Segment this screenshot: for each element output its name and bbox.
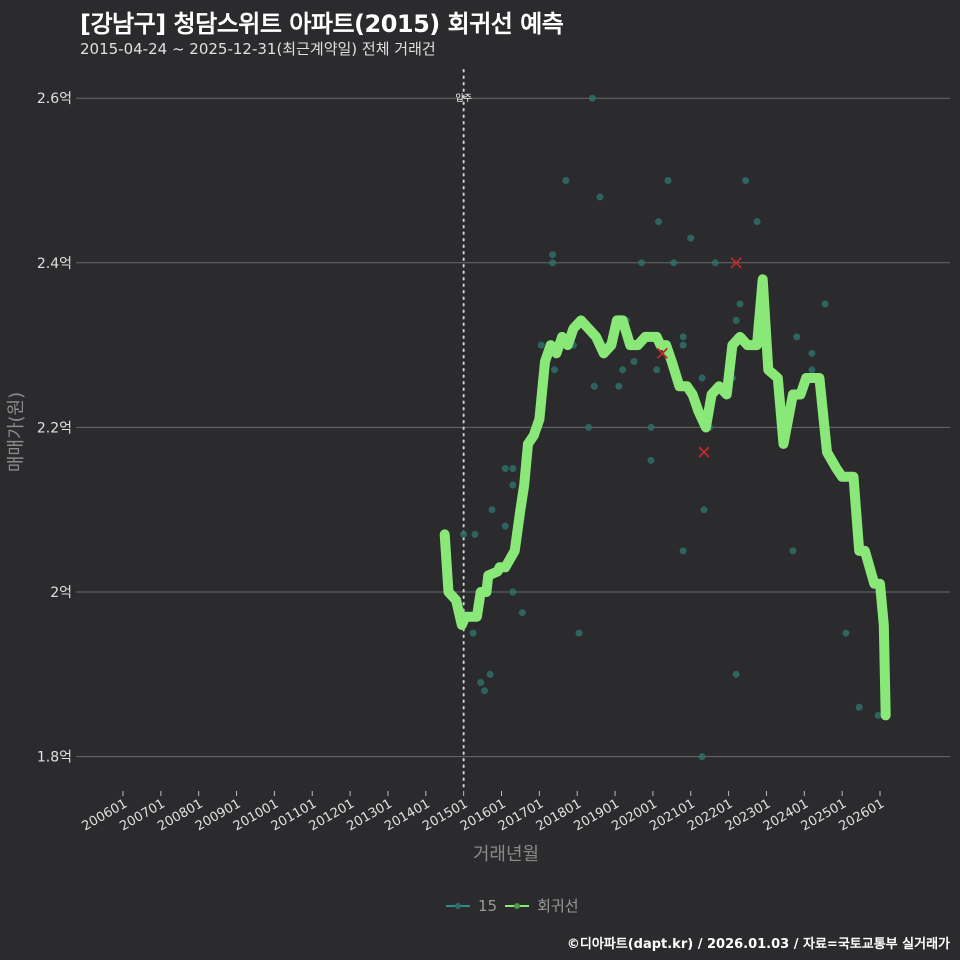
scatter-point xyxy=(736,300,744,308)
scatter-point xyxy=(596,193,604,201)
scatter-point xyxy=(793,333,801,341)
chart-title: [강남구] 청담스위트 아파트(2015) 회귀선 예측 xyxy=(80,10,564,38)
y-axis-title: 매매가(원) xyxy=(6,392,27,472)
scatter-point xyxy=(789,547,797,555)
scatter-point xyxy=(477,679,485,687)
y-tick-label: 2억 xyxy=(50,585,72,601)
scatter-point xyxy=(585,423,593,431)
scatter-point xyxy=(537,341,545,349)
scatter-point xyxy=(711,259,719,267)
highlight-cross-icon xyxy=(656,347,668,359)
source-caption: ©디아파트(dapt.kr) / 2026.01.03 / 자료=국토교통부 실… xyxy=(566,937,950,952)
legend-item-15[interactable]: 15 xyxy=(446,897,497,915)
scatter-point xyxy=(575,629,583,637)
scatter-point xyxy=(509,465,517,473)
y-tick-label: 2.4억 xyxy=(37,256,72,272)
scatter-point xyxy=(549,259,557,267)
legend-label: 15 xyxy=(478,896,498,915)
scatter-point xyxy=(501,465,509,473)
scatter-point xyxy=(549,251,557,259)
scatter-point xyxy=(808,349,816,357)
scatter-point xyxy=(742,177,750,184)
move-in-marker: 입주 xyxy=(455,69,472,792)
scatter-point xyxy=(630,358,638,366)
legend-key-icon xyxy=(505,900,530,912)
scatter-point xyxy=(732,670,740,678)
x-axis-title: 거래년월 xyxy=(473,844,539,865)
scatter-point xyxy=(679,547,687,555)
scatter-point xyxy=(808,366,816,374)
move-in-label: 입주 xyxy=(455,92,472,104)
legend-label: 회귀선 xyxy=(537,897,579,915)
scatter-point xyxy=(647,456,655,464)
scatter-point xyxy=(842,629,850,637)
scatter-point xyxy=(753,218,761,226)
scatter-point xyxy=(469,629,477,637)
x-axis: 2006012007012008012009012010012011012012… xyxy=(80,791,887,834)
highlight-cross-icon xyxy=(730,257,742,269)
scatter-point xyxy=(550,366,558,374)
scatter-point xyxy=(588,94,596,102)
y-axis: 1.8억 2억 2.2억 2.4억 2.6억 xyxy=(37,91,80,766)
chart-subtitle: 2015-04-24 ~ 2025-12-31(최근계약일) 전체 거래건 xyxy=(80,40,436,58)
scatter-point xyxy=(460,530,468,538)
highlight-crosses xyxy=(656,257,742,458)
legend-key-icon xyxy=(446,900,470,912)
scatter-point xyxy=(655,218,663,226)
regression-line xyxy=(439,274,891,721)
scatter-point xyxy=(509,481,517,489)
scatter-point xyxy=(480,687,488,695)
highlight-cross-icon xyxy=(698,446,710,458)
scatter-point xyxy=(488,506,496,514)
scatter-point xyxy=(615,382,623,390)
scatter-point xyxy=(647,423,655,431)
legend: 15 회귀선 xyxy=(446,895,579,916)
scatter-point xyxy=(509,588,517,596)
scatter-point xyxy=(486,670,494,678)
scatter-point xyxy=(653,366,661,374)
scatter-points xyxy=(460,94,882,761)
scatter-point xyxy=(670,259,678,267)
scatter-point xyxy=(855,703,863,711)
legend-item-regression[interactable]: 회귀선 xyxy=(505,895,579,916)
scatter-point xyxy=(698,374,706,382)
y-tick-label: 1.8억 xyxy=(37,750,72,766)
scatter-point xyxy=(518,609,526,617)
scatter-point xyxy=(687,234,695,242)
scatter-point xyxy=(679,333,687,341)
scatter-point xyxy=(619,366,627,374)
scatter-point xyxy=(638,259,646,267)
scatter-point xyxy=(700,506,708,514)
scatter-point xyxy=(590,382,598,390)
y-tick-label: 2.6억 xyxy=(37,91,72,107)
scatter-point xyxy=(698,753,706,761)
scatter-point xyxy=(664,177,672,184)
scatter-point xyxy=(501,522,509,530)
scatter-point xyxy=(562,177,570,184)
scatter-point xyxy=(732,316,740,324)
scatter-point xyxy=(874,711,882,719)
y-tick-label: 2.2억 xyxy=(37,420,72,436)
scatter-point xyxy=(471,530,479,538)
scatter-point xyxy=(679,341,687,349)
scatter-point xyxy=(821,300,829,308)
